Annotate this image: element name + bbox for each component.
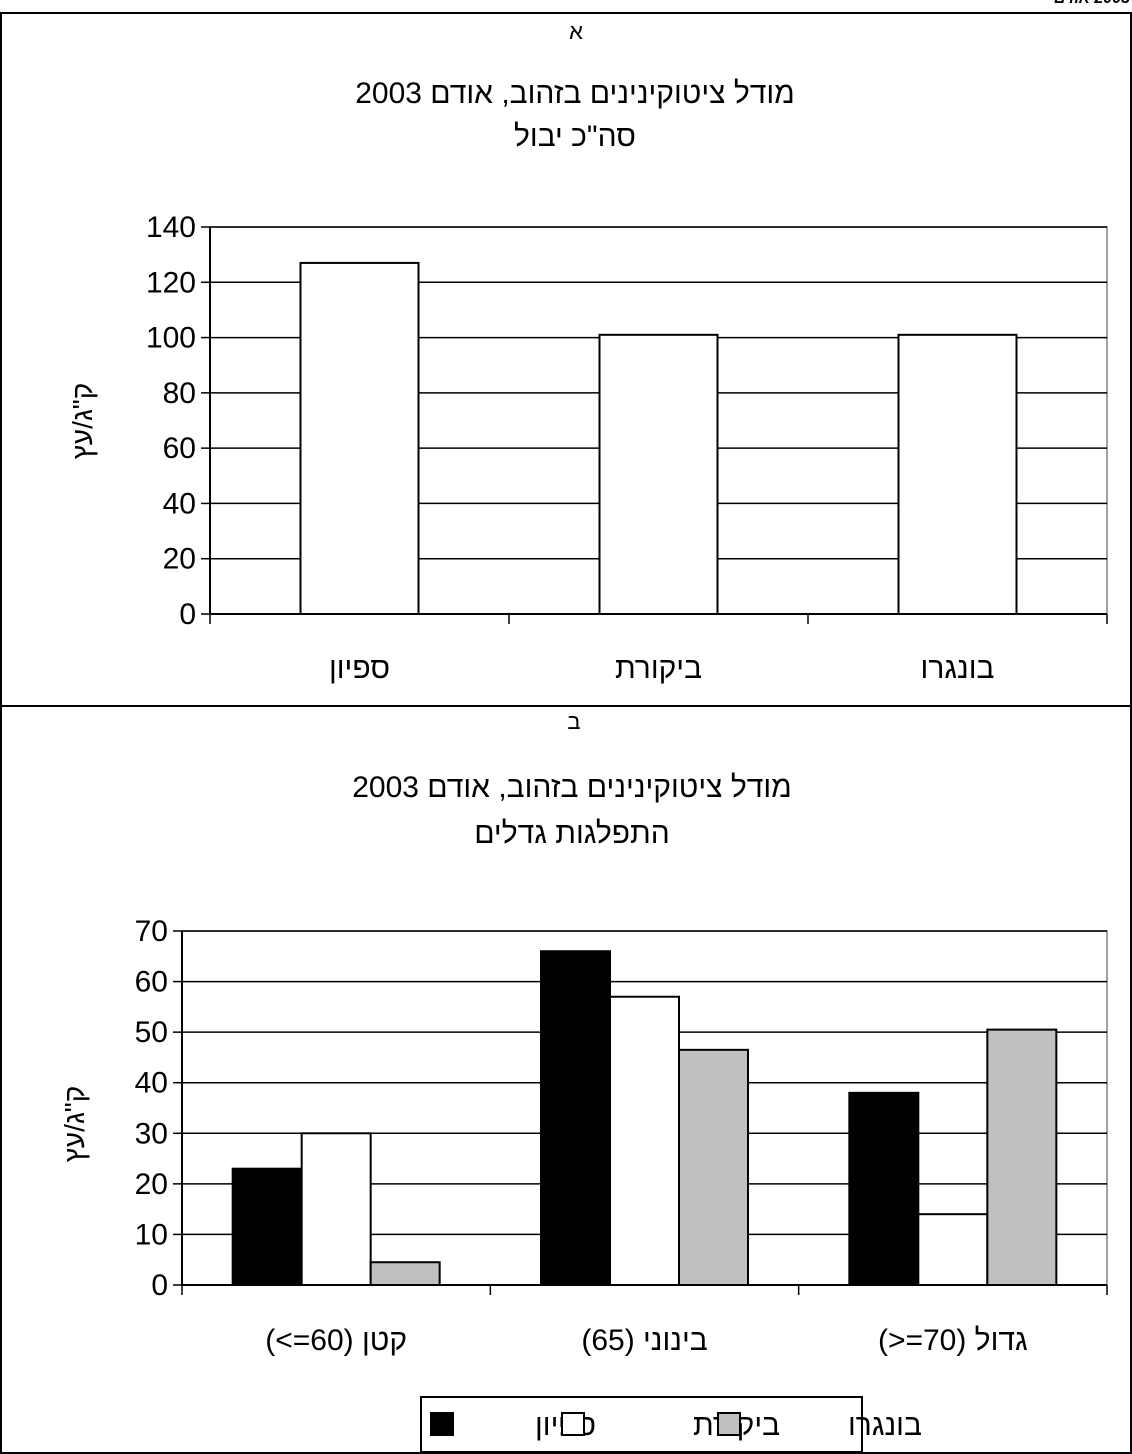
chart-subtitle-a: סה"כ יבול <box>514 120 636 153</box>
bar-1 <box>299 261 420 615</box>
bar-1-3 <box>848 1091 920 1287</box>
bar-1-1 <box>231 1167 303 1286</box>
y-axis-label-b: ק"ג/עץ <box>59 1086 90 1162</box>
y-ticks-b: 0 10 20 30 40 50 60 70 <box>135 915 168 1302</box>
legend-swatch-2 <box>561 1412 585 1436</box>
bar-3-3 <box>986 1028 1058 1286</box>
axes-b <box>173 930 1108 1295</box>
y-tick-label: 30 <box>135 1117 168 1150</box>
x-category-label: ספיון <box>329 652 390 685</box>
chart-title-b: מודל ציטוקינינים בזהוב, אודם 2003 <box>352 771 792 804</box>
chart-panel-b: ב מודל ציטוקינינים בזהוב, אודם 2003 התפל… <box>59 709 1108 1453</box>
y-tick-label: 100 <box>146 322 196 355</box>
x-category-label: קטן (60=>) <box>265 1324 407 1357</box>
bar-2 <box>598 333 719 615</box>
x-category-label: ביקורת <box>615 652 702 685</box>
bar-2-3 <box>917 1213 989 1286</box>
legend-swatch-3 <box>717 1412 741 1436</box>
y-tick-label: 40 <box>163 487 196 520</box>
x-labels-a: ספיון ביקורת בונגרו <box>329 652 994 685</box>
x-category-label: בינוני (65) <box>581 1324 707 1357</box>
y-tick-label: 70 <box>135 915 168 948</box>
y-tick-label: 20 <box>135 1168 168 1201</box>
chart-panel-a: א מודל ציטוקינינים בזהוב, אודם 2003 סה"כ… <box>67 19 1108 685</box>
panel-letter-b: ב <box>567 709 580 734</box>
y-tick-label: 60 <box>163 432 196 465</box>
x-category-label: בונגרו <box>921 652 995 685</box>
bar-3-2 <box>678 1048 749 1287</box>
y-tick-label: 0 <box>179 598 196 631</box>
y-tick-label: 120 <box>146 266 196 299</box>
y-tick-label: 0 <box>151 1269 168 1302</box>
panel-letter-a: א <box>569 19 583 44</box>
axes-a <box>201 226 1108 624</box>
bar-2-1 <box>300 1132 372 1287</box>
y-tick-label: 40 <box>135 1067 168 1100</box>
header-fragment: 2003 אודם <box>1054 0 1130 8</box>
y-ticks-a: 0 20 40 60 80 100 120 140 <box>146 211 196 631</box>
chart-title-a: מודל ציטוקינינים בזהוב, אודם 2003 <box>355 77 795 110</box>
y-tick-label: 140 <box>146 211 196 244</box>
legend-swatch-1 <box>430 1412 454 1436</box>
y-tick-label: 50 <box>135 1016 168 1049</box>
bars-b <box>231 950 1058 1287</box>
bar-1-2 <box>540 950 611 1286</box>
bar-3-1 <box>369 1261 441 1286</box>
bar-3 <box>897 333 1018 615</box>
y-tick-label: 10 <box>135 1218 168 1251</box>
bars-a <box>299 261 1018 615</box>
x-labels-b: קטן (60=>) בינוני (65) גדול (70=<) <box>265 1324 1027 1357</box>
legend-label-3: בונגרו <box>848 1409 922 1442</box>
chart-subtitle-b: התפלגות גדלים <box>474 817 670 850</box>
y-tick-label: 60 <box>135 966 168 999</box>
bar-2-2 <box>609 995 680 1286</box>
y-axis-label-a: ק"ג/עץ <box>67 383 98 459</box>
y-tick-label: 20 <box>163 543 196 576</box>
y-tick-label: 80 <box>163 377 196 410</box>
x-category-label: גדול (70=<) <box>878 1324 1028 1357</box>
legend-box <box>420 1396 863 1453</box>
